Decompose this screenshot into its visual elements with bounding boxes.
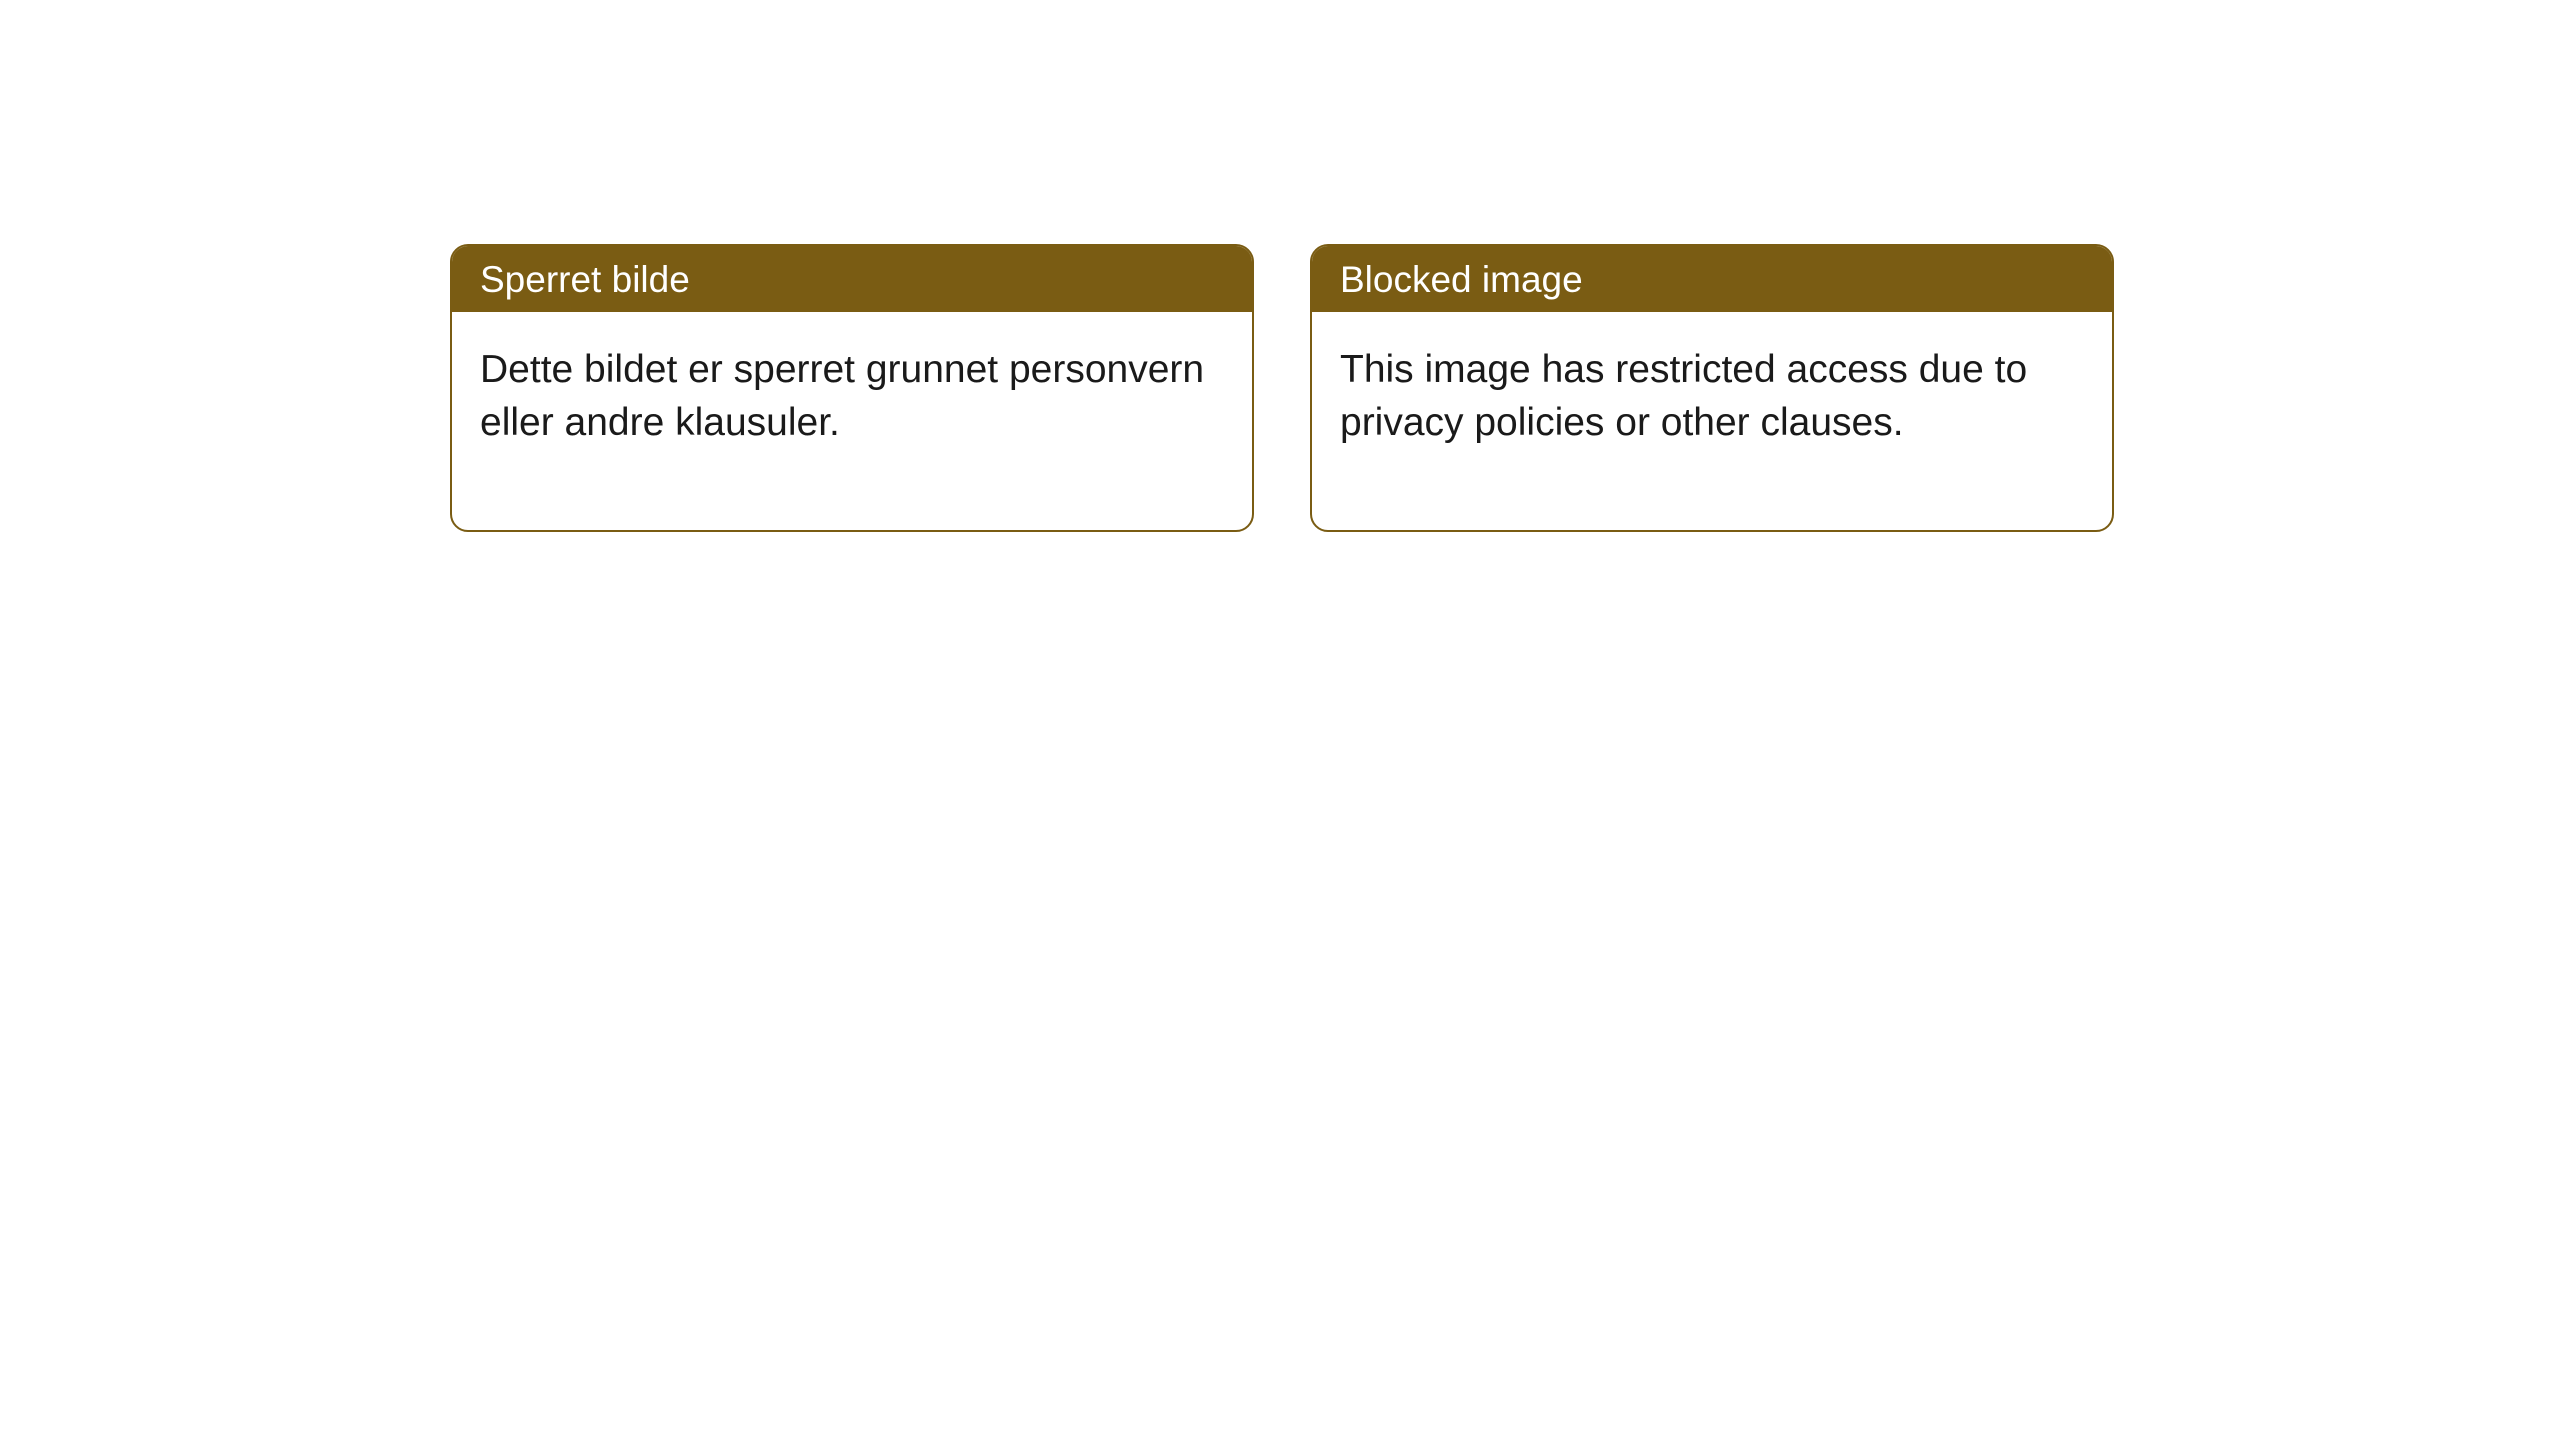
- blocked-image-card-no: Sperret bilde Dette bildet er sperret gr…: [450, 244, 1254, 532]
- card-body-en: This image has restricted access due to …: [1312, 312, 2112, 529]
- card-header-no: Sperret bilde: [452, 246, 1252, 312]
- card-header-en: Blocked image: [1312, 246, 2112, 312]
- card-body-no: Dette bildet er sperret grunnet personve…: [452, 312, 1252, 529]
- blocked-image-card-en: Blocked image This image has restricted …: [1310, 244, 2114, 532]
- card-title-no: Sperret bilde: [480, 259, 690, 300]
- card-title-en: Blocked image: [1340, 259, 1583, 300]
- notice-container: Sperret bilde Dette bildet er sperret gr…: [450, 244, 2114, 532]
- card-text-en: This image has restricted access due to …: [1340, 348, 2027, 444]
- card-text-no: Dette bildet er sperret grunnet personve…: [480, 348, 1204, 444]
